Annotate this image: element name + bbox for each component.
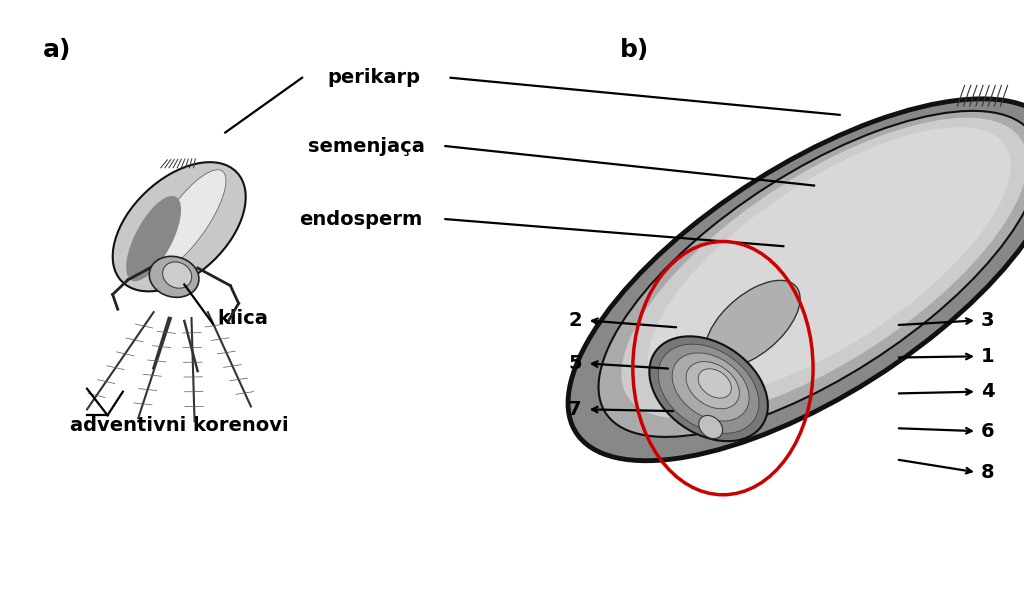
Ellipse shape bbox=[148, 170, 226, 272]
Text: 4: 4 bbox=[981, 382, 994, 401]
Ellipse shape bbox=[648, 127, 1011, 397]
Text: perikarp: perikarp bbox=[328, 68, 420, 87]
Ellipse shape bbox=[706, 280, 800, 368]
Text: 6: 6 bbox=[981, 422, 994, 441]
Text: klica: klica bbox=[217, 309, 268, 327]
Ellipse shape bbox=[113, 162, 246, 292]
Ellipse shape bbox=[649, 336, 768, 441]
Text: adventivni korenovi: adventivni korenovi bbox=[70, 416, 289, 435]
Text: 7: 7 bbox=[568, 400, 582, 419]
Text: endosperm: endosperm bbox=[299, 210, 422, 229]
Ellipse shape bbox=[150, 256, 199, 297]
Ellipse shape bbox=[163, 262, 191, 288]
Text: 8: 8 bbox=[981, 463, 994, 482]
Text: semenjaça: semenjaça bbox=[308, 137, 425, 155]
Text: a): a) bbox=[43, 38, 72, 62]
Text: b): b) bbox=[620, 38, 649, 62]
Ellipse shape bbox=[698, 415, 723, 439]
Ellipse shape bbox=[686, 362, 739, 409]
Text: 2: 2 bbox=[568, 311, 582, 330]
Ellipse shape bbox=[622, 118, 1024, 418]
Text: 3: 3 bbox=[981, 311, 994, 330]
Ellipse shape bbox=[598, 111, 1024, 437]
Ellipse shape bbox=[658, 344, 759, 434]
Ellipse shape bbox=[698, 369, 731, 398]
Text: 5: 5 bbox=[568, 354, 582, 373]
Ellipse shape bbox=[568, 99, 1024, 461]
Text: 1: 1 bbox=[981, 347, 994, 366]
Ellipse shape bbox=[126, 196, 181, 281]
Ellipse shape bbox=[672, 353, 750, 421]
